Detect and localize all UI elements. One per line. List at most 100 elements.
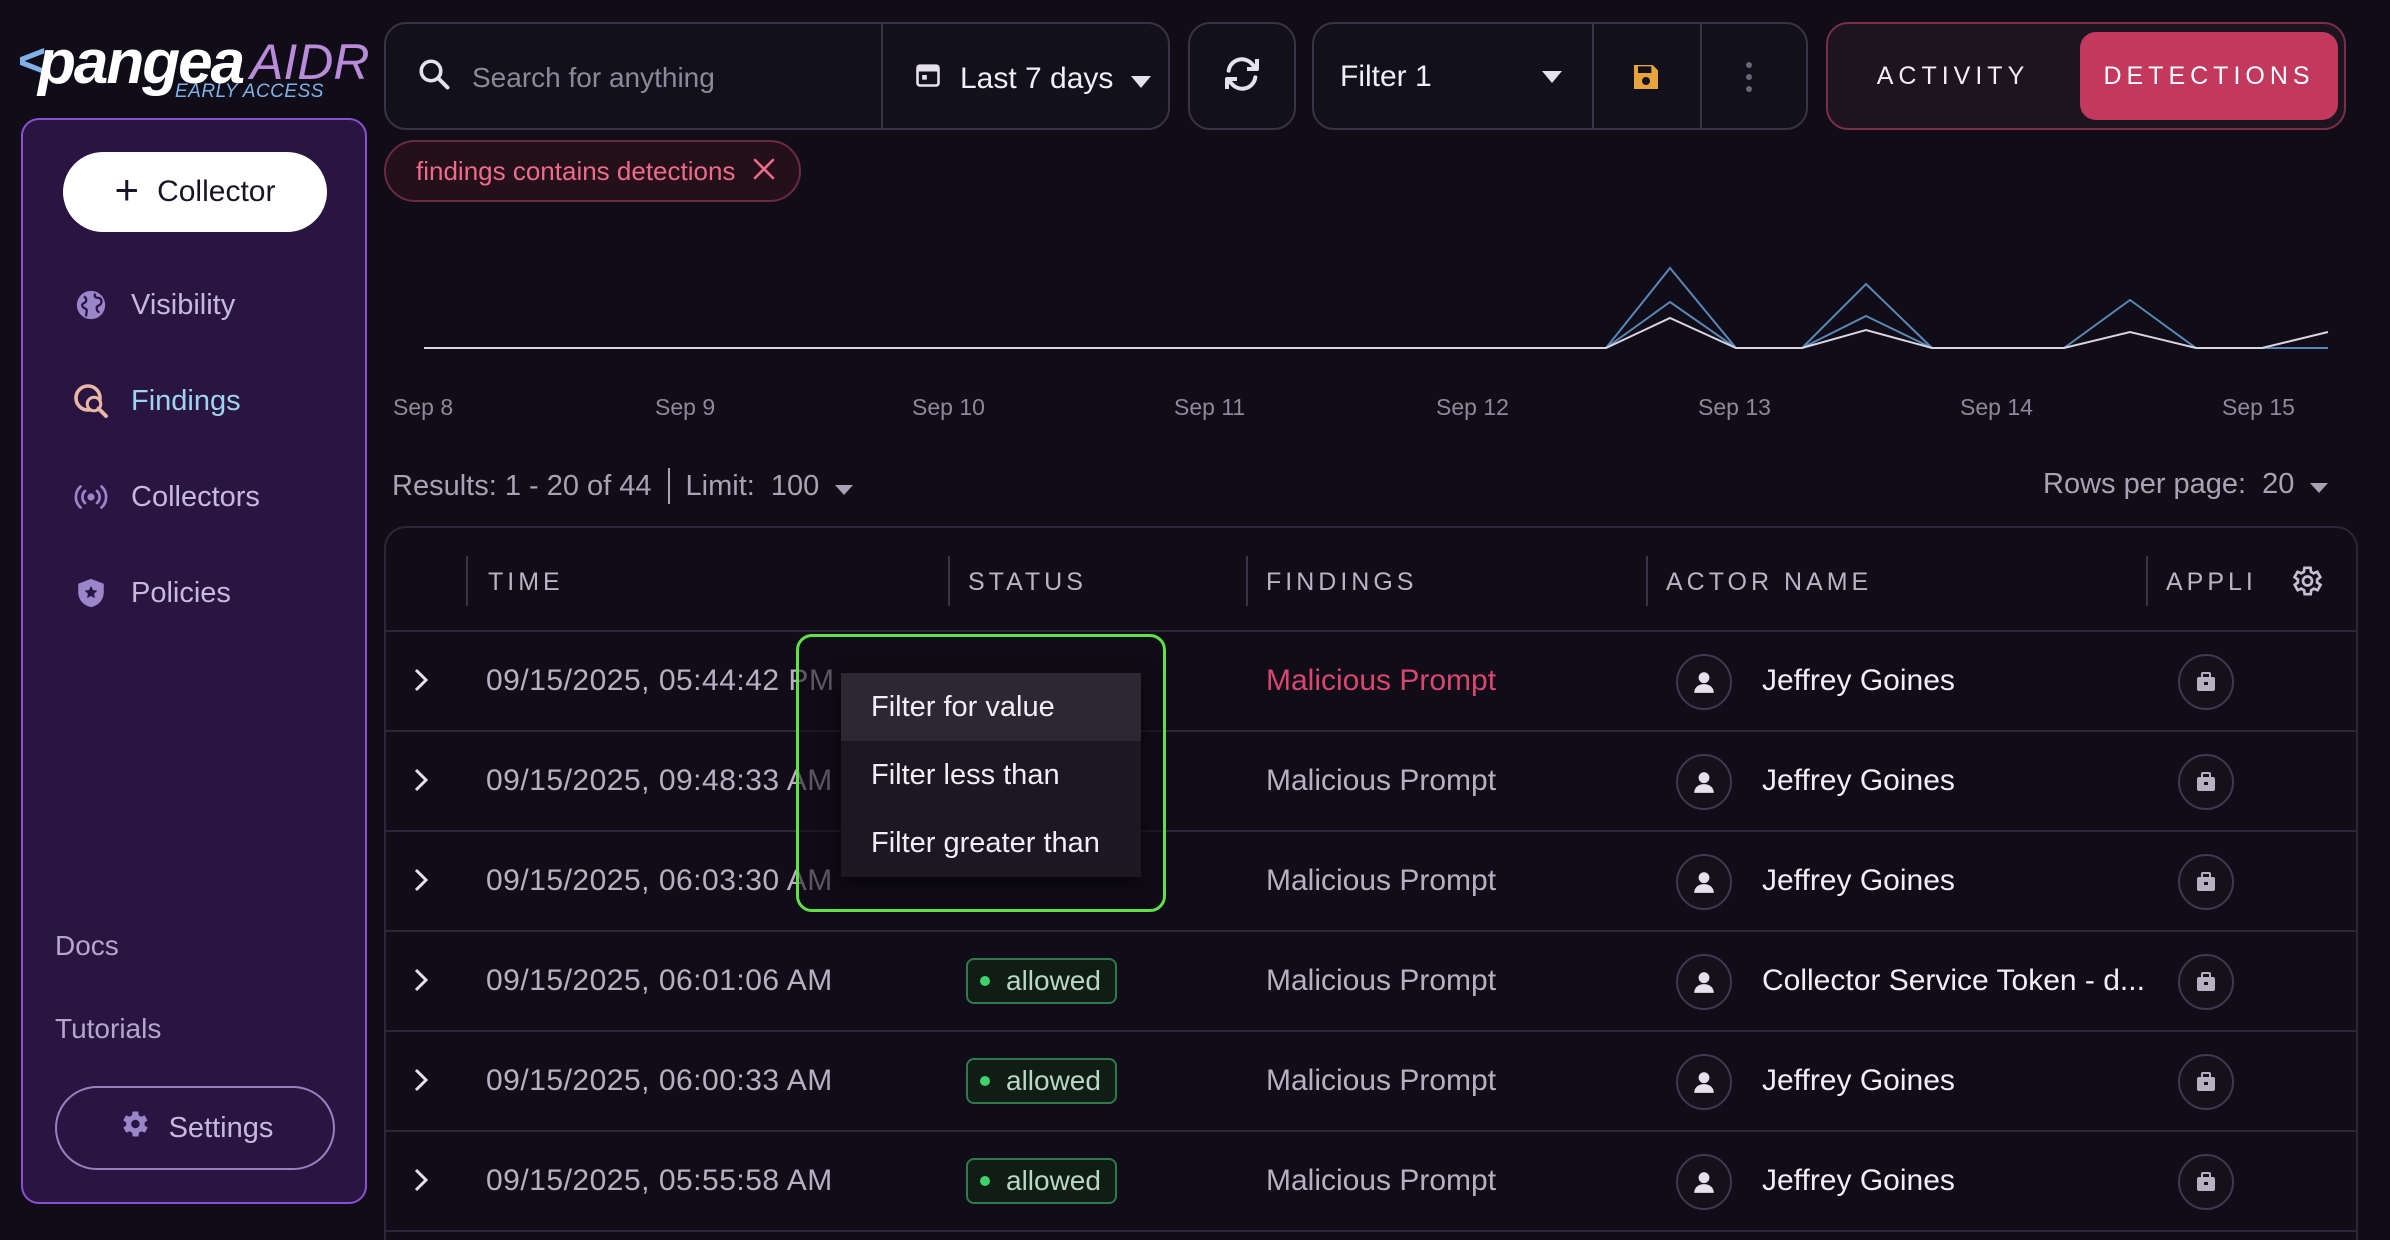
row-finding[interactable]: Malicious Prompt	[1266, 1164, 1497, 1197]
status-badge[interactable]: allowed	[966, 1158, 1117, 1204]
application-briefcase-icon[interactable]	[2178, 654, 2234, 710]
sidebar-item-visibility[interactable]: Visibility	[73, 280, 235, 330]
column-header-findings[interactable]: FINDINGS	[1266, 568, 1418, 596]
detections-timeline-chart	[424, 266, 2329, 349]
application-briefcase-icon[interactable]	[2178, 954, 2234, 1010]
application-briefcase-icon[interactable]	[2178, 754, 2234, 810]
row-actor-name: Collector Service Token - d...	[1762, 964, 2145, 997]
column-header-time[interactable]: TIME	[488, 568, 564, 596]
status-badge[interactable]: allowed	[966, 958, 1117, 1004]
chart-series-line-base	[424, 316, 2329, 349]
column-settings-gear-icon[interactable]	[2288, 563, 2324, 604]
row-actor-name: Jeffrey Goines	[1762, 1164, 1955, 1197]
caret-down-icon[interactable]	[835, 470, 854, 503]
gear-icon	[117, 1107, 151, 1149]
sidebar-item-policies[interactable]: Policies	[73, 568, 231, 618]
row-finding[interactable]: Malicious Prompt	[1266, 764, 1497, 797]
status-label: allowed	[1006, 965, 1101, 996]
limit-label: Limit:	[685, 469, 755, 502]
save-icon[interactable]	[1630, 61, 1662, 98]
saved-filter-select[interactable]: Filter 1	[1340, 60, 1432, 93]
findings-search-icon	[73, 383, 109, 419]
column-divider	[466, 556, 468, 606]
date-range-value: Last 7 days	[960, 62, 1114, 95]
column-divider	[2146, 556, 2148, 606]
user-avatar-icon	[1676, 1154, 1732, 1210]
search-bar: Search for anything Last 7 days	[384, 22, 1170, 130]
status-badge[interactable]: allowed	[966, 1058, 1117, 1104]
row-finding[interactable]: Malicious Prompt	[1266, 964, 1497, 997]
user-avatar-icon	[1676, 654, 1732, 710]
application-briefcase-icon[interactable]	[2178, 1154, 2234, 1210]
settings-button[interactable]: Settings	[55, 1086, 335, 1170]
limit-select[interactable]: 100	[770, 469, 820, 502]
column-header-status[interactable]: STATUS	[968, 568, 1087, 596]
column-divider	[1246, 556, 1248, 606]
tutorials-link[interactable]: Tutorials	[55, 1013, 162, 1044]
findings-table: TIME STATUS FINDINGS ACTOR NAME APPLI 09…	[384, 526, 2358, 1240]
filter-divider	[1592, 24, 1594, 128]
saved-filter-group: Filter 1	[1312, 22, 1808, 130]
results-separator	[667, 468, 670, 504]
row-actor-name: Jeffrey Goines	[1762, 764, 1955, 797]
row-actor-name: Jeffrey Goines	[1762, 864, 1955, 897]
chart-x-tick: Sep 11	[1174, 394, 1246, 420]
user-avatar-icon	[1676, 1054, 1732, 1110]
tab-detections[interactable]: DETECTIONS	[2080, 32, 2338, 120]
table-header: TIME STATUS FINDINGS ACTOR NAME APPLI	[386, 528, 2356, 632]
caret-down-icon[interactable]	[1542, 70, 1562, 88]
menu-item-filter-for-value[interactable]: Filter for value	[841, 673, 1141, 741]
active-filter-chip[interactable]: findings contains detections	[384, 140, 802, 202]
row-actor-name: Jeffrey Goines	[1762, 664, 1955, 697]
table-row[interactable]: 09/15/2025, 09:48:33 AM Malicious Prompt…	[386, 732, 2356, 832]
date-range-select[interactable]: Last 7 days	[914, 60, 1152, 98]
plus-icon: +	[114, 166, 140, 213]
table-row[interactable]: 09/15/2025, 06:00:33 AM allowed Maliciou…	[386, 1032, 2356, 1132]
more-vertical-icon[interactable]	[1744, 60, 1754, 99]
row-time: 09/15/2025, 05:44:42 PM	[486, 664, 835, 697]
shield-icon	[73, 575, 109, 611]
sidebar-item-collectors[interactable]: Collectors	[73, 472, 260, 522]
rows-per-page: Rows per page: 20	[2043, 468, 2329, 501]
rows-per-page-select[interactable]: 20	[2262, 468, 2295, 500]
pangea-aidr-logo[interactable]: < pangea AIDR EARLY ACCESS	[18, 28, 369, 108]
sidebar-item-label: Visibility	[131, 288, 236, 321]
application-briefcase-icon[interactable]	[2178, 854, 2234, 910]
search-input[interactable]: Search for anything	[472, 62, 715, 93]
chart-x-tick: Sep 13	[1698, 394, 1771, 420]
sidebar-item-label: Findings	[131, 384, 241, 417]
logo-product: AIDR	[250, 34, 370, 90]
sidebar-item-findings[interactable]: Findings	[73, 376, 241, 426]
user-avatar-icon	[1676, 854, 1732, 910]
close-icon[interactable]	[753, 156, 775, 187]
expand-row-chevron-icon[interactable]	[414, 868, 429, 897]
expand-row-chevron-icon[interactable]	[414, 768, 429, 797]
chart-x-tick: Sep 9	[655, 394, 716, 420]
docs-link[interactable]: Docs	[55, 930, 119, 961]
table-row[interactable]: 09/15/2025, 06:03:30 AM Malicious Prompt…	[386, 832, 2356, 932]
caret-down-icon[interactable]	[2310, 468, 2329, 501]
logo-chevron-icon: <	[18, 35, 47, 88]
tab-activity[interactable]: ACTIVITY	[1876, 61, 2030, 90]
row-finding[interactable]: Malicious Prompt	[1266, 1064, 1497, 1097]
application-briefcase-icon[interactable]	[2178, 1054, 2234, 1110]
expand-row-chevron-icon[interactable]	[414, 1068, 429, 1097]
expand-row-chevron-icon[interactable]	[414, 668, 429, 697]
table-row[interactable]: 09/15/2025, 05:55:58 AM allowed Maliciou…	[386, 1132, 2356, 1232]
refresh-icon	[1219, 54, 1265, 99]
expand-row-chevron-icon[interactable]	[414, 968, 429, 997]
table-row[interactable]: 09/15/2025, 05:44:42 PM Malicious Prompt…	[386, 632, 2356, 732]
menu-item-filter-less-than[interactable]: Filter less than	[871, 758, 1060, 791]
expand-row-chevron-icon[interactable]	[414, 1168, 429, 1197]
column-header-application[interactable]: APPLI	[2166, 568, 2257, 596]
column-header-actor-name[interactable]: ACTOR NAME	[1666, 568, 1873, 596]
row-time: 09/15/2025, 06:00:33 AM	[486, 1064, 833, 1097]
menu-item-filter-greater-than[interactable]: Filter greater than	[871, 826, 1100, 859]
refresh-button[interactable]	[1188, 22, 1296, 130]
row-finding[interactable]: Malicious Prompt	[1266, 664, 1497, 697]
row-finding[interactable]: Malicious Prompt	[1266, 864, 1497, 897]
table-row[interactable]: 09/15/2025, 06:01:06 AM allowed Maliciou…	[386, 932, 2356, 1032]
add-collector-button[interactable]: + Collector	[63, 152, 327, 232]
context-menu-list: Filter for value Filter less than Filter…	[841, 673, 1141, 877]
user-avatar-icon	[1676, 954, 1732, 1010]
